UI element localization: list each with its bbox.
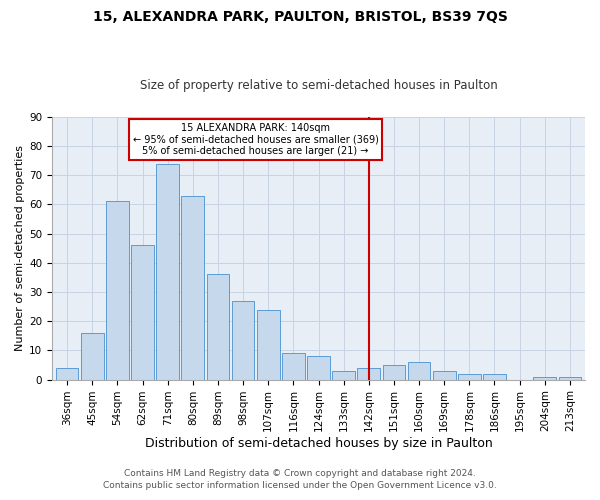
Bar: [181, 196, 204, 380]
Y-axis label: Number of semi-detached properties: Number of semi-detached properties: [15, 145, 25, 351]
Bar: [458, 374, 481, 380]
Bar: [332, 371, 355, 380]
X-axis label: Distribution of semi-detached houses by size in Paulton: Distribution of semi-detached houses by …: [145, 437, 493, 450]
Bar: [106, 202, 128, 380]
Bar: [81, 333, 104, 380]
Text: 15 ALEXANDRA PARK: 140sqm
← 95% of semi-detached houses are smaller (369)
5% of : 15 ALEXANDRA PARK: 140sqm ← 95% of semi-…: [133, 122, 379, 156]
Title: Size of property relative to semi-detached houses in Paulton: Size of property relative to semi-detach…: [140, 79, 497, 92]
Text: 15, ALEXANDRA PARK, PAULTON, BRISTOL, BS39 7QS: 15, ALEXANDRA PARK, PAULTON, BRISTOL, BS…: [92, 10, 508, 24]
Bar: [56, 368, 79, 380]
Bar: [383, 365, 405, 380]
Bar: [358, 368, 380, 380]
Bar: [257, 310, 280, 380]
Bar: [307, 356, 330, 380]
Text: Contains HM Land Registry data © Crown copyright and database right 2024.
Contai: Contains HM Land Registry data © Crown c…: [103, 468, 497, 490]
Bar: [157, 164, 179, 380]
Bar: [559, 376, 581, 380]
Bar: [433, 371, 455, 380]
Bar: [408, 362, 430, 380]
Bar: [131, 246, 154, 380]
Bar: [232, 301, 254, 380]
Bar: [282, 354, 305, 380]
Bar: [533, 376, 556, 380]
Bar: [206, 274, 229, 380]
Bar: [483, 374, 506, 380]
